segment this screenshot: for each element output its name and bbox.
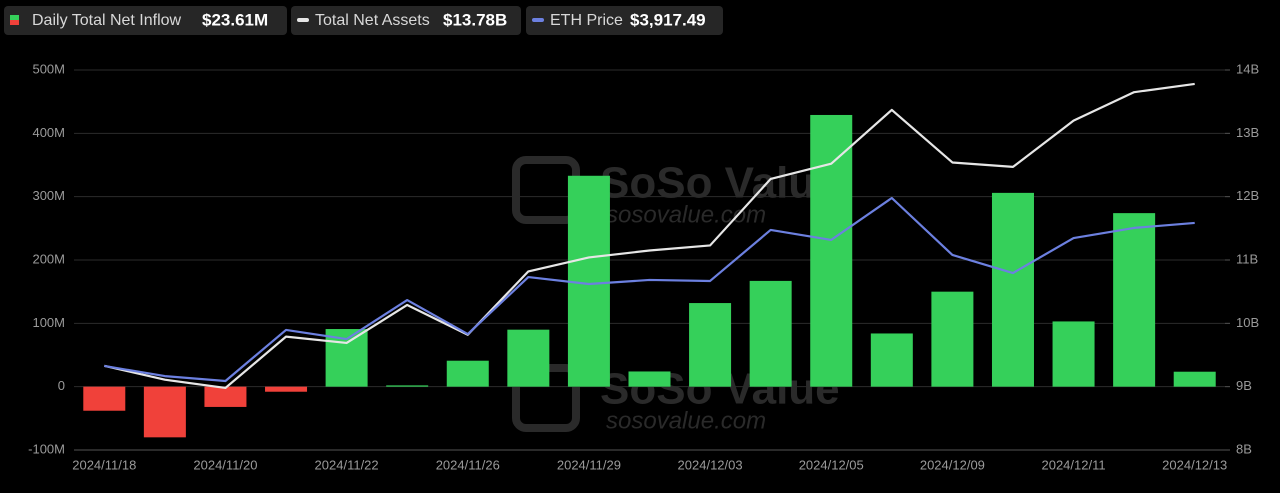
bar: [931, 291, 974, 387]
line: [104, 82, 1195, 390]
y-tick-label: 500M: [32, 61, 65, 76]
x-tick-label: 2024/11/20: [193, 457, 257, 472]
legend-icon: [532, 18, 544, 22]
bar: [1113, 213, 1156, 387]
x-tick-label: 2024/12/05: [799, 457, 864, 472]
line: [104, 196, 1195, 383]
bar: [1173, 371, 1216, 387]
y2-tick-label: 14B: [1236, 61, 1259, 76]
bar: [446, 360, 489, 387]
y2-tick-label: 10B: [1236, 315, 1259, 330]
bar: [870, 333, 913, 387]
x-tick-label: 2024/12/09: [920, 457, 985, 472]
plot: [83, 82, 1216, 438]
x-tick-label: 2024/11/26: [436, 457, 500, 472]
y-tick-label: 100M: [32, 315, 65, 330]
bar: [1052, 321, 1095, 387]
y-tick-label: -100M: [28, 441, 65, 456]
legend-label[interactable]: Daily Total Net Inflow: [32, 12, 182, 29]
bar: [749, 280, 792, 387]
x-tick-label: 2024/12/13: [1162, 457, 1227, 472]
y-tick-label: 0: [58, 378, 65, 393]
y-tick-label: 400M: [32, 125, 65, 140]
bar: [83, 386, 126, 411]
y-tick-label: 200M: [32, 251, 65, 266]
x-tick-label: 2024/12/03: [678, 457, 743, 472]
x-tick-label: 2024/11/29: [557, 457, 621, 472]
bar: [204, 386, 247, 407]
legend-value: $3,917.49: [630, 10, 706, 29]
watermark-url: sosovalue.com: [606, 407, 766, 434]
x-tick-label: 2024/11/22: [315, 457, 379, 472]
legend-icon: [10, 20, 19, 25]
y2-tick-label: 13B: [1236, 125, 1259, 140]
bar: [689, 303, 732, 387]
y2-tick-label: 11B: [1236, 251, 1258, 266]
x-tick-label: 2024/12/11: [1041, 457, 1105, 472]
legend-box: [4, 6, 287, 35]
bar: [507, 329, 550, 387]
bar: [143, 386, 186, 438]
legend-box: [526, 6, 723, 35]
bar: [386, 385, 429, 387]
bar: [265, 386, 308, 392]
watermark-text: SoSo Value: [600, 159, 840, 208]
legend-value: $13.78B: [443, 10, 507, 29]
bar: [628, 371, 671, 387]
watermark: SoSo Value sosovalue.com SoSo Value soso…: [512, 156, 840, 434]
legend-box: [291, 6, 521, 35]
watermark-url: sosovalue.com: [606, 201, 766, 228]
y2-tick-label: 12B: [1236, 188, 1259, 203]
legend-icon: [10, 15, 19, 20]
legend: Daily Total Net Inflow $23.61M Total Net…: [4, 6, 723, 35]
y-tick-label: 300M: [32, 188, 65, 203]
legend-label[interactable]: Total Net Assets: [315, 12, 430, 29]
y2-tick-label: 9B: [1236, 378, 1252, 393]
bar: [991, 192, 1034, 387]
bar: [810, 114, 853, 387]
legend-icon: [297, 18, 309, 22]
bar: [567, 175, 610, 387]
x-tick-label: 2024/11/18: [72, 457, 136, 472]
y2-tick-label: 8B: [1236, 441, 1252, 456]
legend-label[interactable]: ETH Price: [550, 12, 623, 29]
legend-value: $23.61M: [202, 10, 268, 29]
